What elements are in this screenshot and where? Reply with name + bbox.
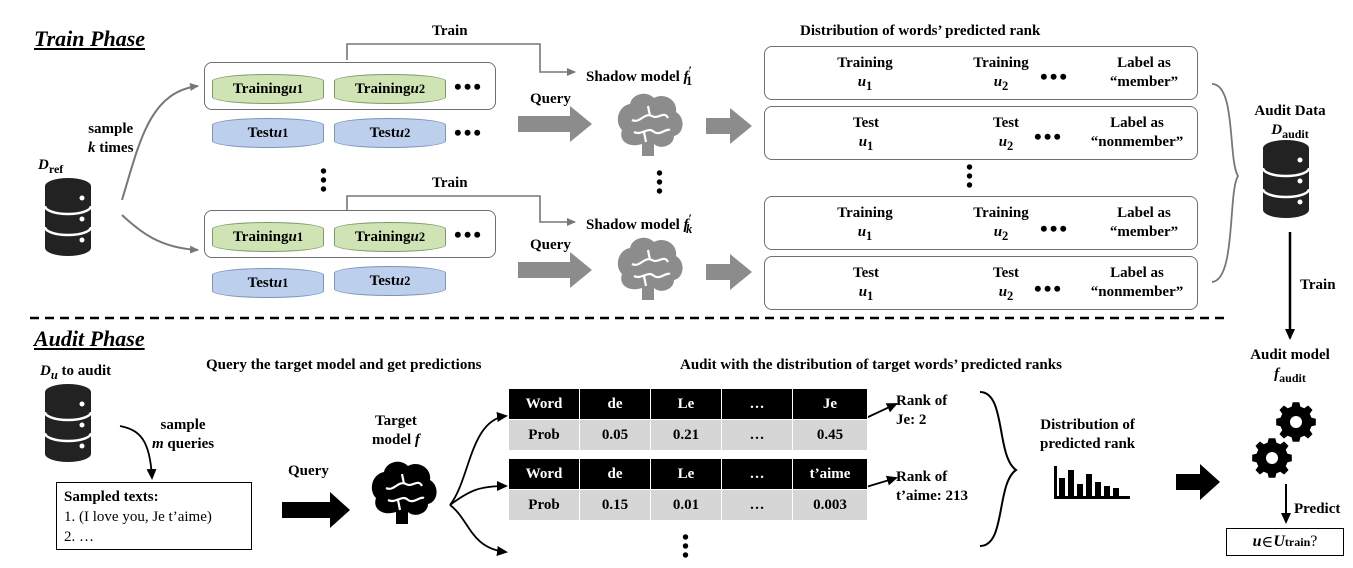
t1-h1: de: [579, 388, 651, 420]
t2-h1: de: [579, 458, 651, 490]
query-heading: Query the target model and get predictio…: [206, 357, 482, 373]
t2-v1: 0.15: [579, 489, 651, 521]
vertical-ellipsis-rows: • • •: [966, 157, 974, 197]
t2-h4: t’aime: [792, 458, 868, 490]
t2-v2: 0.01: [650, 489, 722, 521]
t1-h2: Le: [650, 388, 722, 420]
train-phase-title: Train Phase: [34, 26, 146, 51]
shadow-model-k-label: Shadow model f′k: [586, 212, 693, 236]
t1-h3: …: [721, 388, 793, 420]
distribution-predicted-rank-label: Distribution of predicted rank: [1040, 417, 1136, 452]
dist-row-member-1: [764, 46, 1198, 100]
shadow-model-brain-icon-k: [616, 236, 684, 302]
row2-word2: Test u2: [992, 115, 1020, 153]
row2-ellipsis: •••: [1034, 124, 1064, 149]
prediction-table-1: Word de Le … Je Prob 0.05 0.21 … 0.45: [508, 388, 868, 451]
row2-label: Label as “nonmember”: [1090, 115, 1184, 150]
row1-word2: Training u2: [973, 55, 1029, 93]
audit-model-label: Audit model faudit: [1250, 347, 1330, 385]
row1-label: Label as “member”: [1109, 55, 1179, 90]
query-label-top: Query: [530, 91, 571, 107]
sampled-texts-box: Sampled texts: 1. (I love you, Je t’aime…: [56, 482, 252, 550]
t1-h0: Word: [508, 388, 580, 420]
ellipsis-test-top: •••: [454, 120, 484, 145]
row4-word2: Test u2: [992, 265, 1020, 303]
row1-ellipsis: •••: [1040, 64, 1070, 89]
audit-heading: Audit with the distribution of target wo…: [680, 357, 1062, 373]
gear-icon-top: [1276, 402, 1316, 442]
vertical-ellipsis-models: • • •: [656, 163, 664, 203]
query-label-bottom: Query: [530, 237, 571, 253]
row4-ellipsis: •••: [1034, 276, 1064, 301]
t1-v3: …: [721, 419, 793, 451]
t2-h3: …: [721, 458, 793, 490]
du-label: Du to audit: [40, 363, 112, 382]
gear-icon-bottom: [1252, 438, 1292, 478]
shadow-model-1-label: Shadow model f′1: [586, 64, 693, 88]
query-label-audit: Query: [288, 463, 329, 479]
t1-v4: 0.45: [792, 419, 868, 451]
ellipsis-training-bottom: •••: [454, 222, 484, 247]
distribution-title: Distribution of words’ predicted rank: [800, 23, 1041, 39]
dist-row-nonmember-k: [764, 256, 1198, 310]
train-arrow-label: Train: [1300, 277, 1336, 293]
audit-phase-title: Audit Phase: [34, 326, 145, 351]
dist-row-nonmember-1: [764, 106, 1198, 160]
database-icon-dref: [43, 176, 93, 258]
dist-row-member-k: [764, 196, 1198, 250]
sample-k-times-label: sample k times: [88, 121, 134, 156]
prediction-table-2: Word de Le … t’aime Prob 0.15 0.01 … 0.0…: [508, 458, 868, 521]
ellipsis-training-top: •••: [454, 74, 484, 99]
sample-m-queries-label: sample m queries: [152, 417, 215, 452]
target-model-label: Target model f: [372, 413, 420, 448]
t1-v2: 0.21: [650, 419, 722, 451]
row3-word2: Training u2: [973, 205, 1029, 243]
row4-word1: Test u1: [852, 265, 880, 303]
database-icon-daudit: [1261, 138, 1311, 220]
t2-h0: Word: [508, 458, 580, 490]
row1-word1: Training u1: [837, 55, 893, 93]
t2-v0: Prob: [508, 489, 580, 521]
train-label-bottom: Train: [432, 175, 468, 191]
t2-h2: Le: [650, 458, 722, 490]
rank-taime-label: Rank of t’aime: 213: [896, 469, 969, 504]
dref-label: Dref: [38, 157, 64, 176]
database-icon-du: [43, 382, 93, 464]
t1-v0: Prob: [508, 419, 580, 451]
t2-v3: …: [721, 489, 793, 521]
row3-word1: Training u1: [837, 205, 893, 243]
rank-je-label: Rank of Je: 2: [896, 393, 948, 428]
vertical-ellipsis-tables: • • •: [682, 527, 690, 567]
t2-v4: 0.003: [792, 489, 868, 521]
vertical-ellipsis-left: • • •: [320, 161, 328, 201]
predicted-rank-histogram-icon: [1054, 466, 1130, 499]
row3-label: Label as “member”: [1109, 205, 1179, 240]
predict-label: Predict: [1294, 501, 1341, 517]
t1-h4: Je: [792, 388, 868, 420]
train-label-top: Train: [432, 23, 468, 39]
t1-v1: 0.05: [579, 419, 651, 451]
shadow-model-brain-icon-1: [616, 92, 684, 158]
row4-label: Label as “nonmember”: [1090, 265, 1184, 300]
audit-data-label: Audit Data Daudit: [1254, 103, 1326, 141]
target-model-brain-icon: [370, 460, 438, 526]
row2-word1: Test u1: [852, 115, 880, 153]
row3-ellipsis: •••: [1040, 216, 1070, 241]
